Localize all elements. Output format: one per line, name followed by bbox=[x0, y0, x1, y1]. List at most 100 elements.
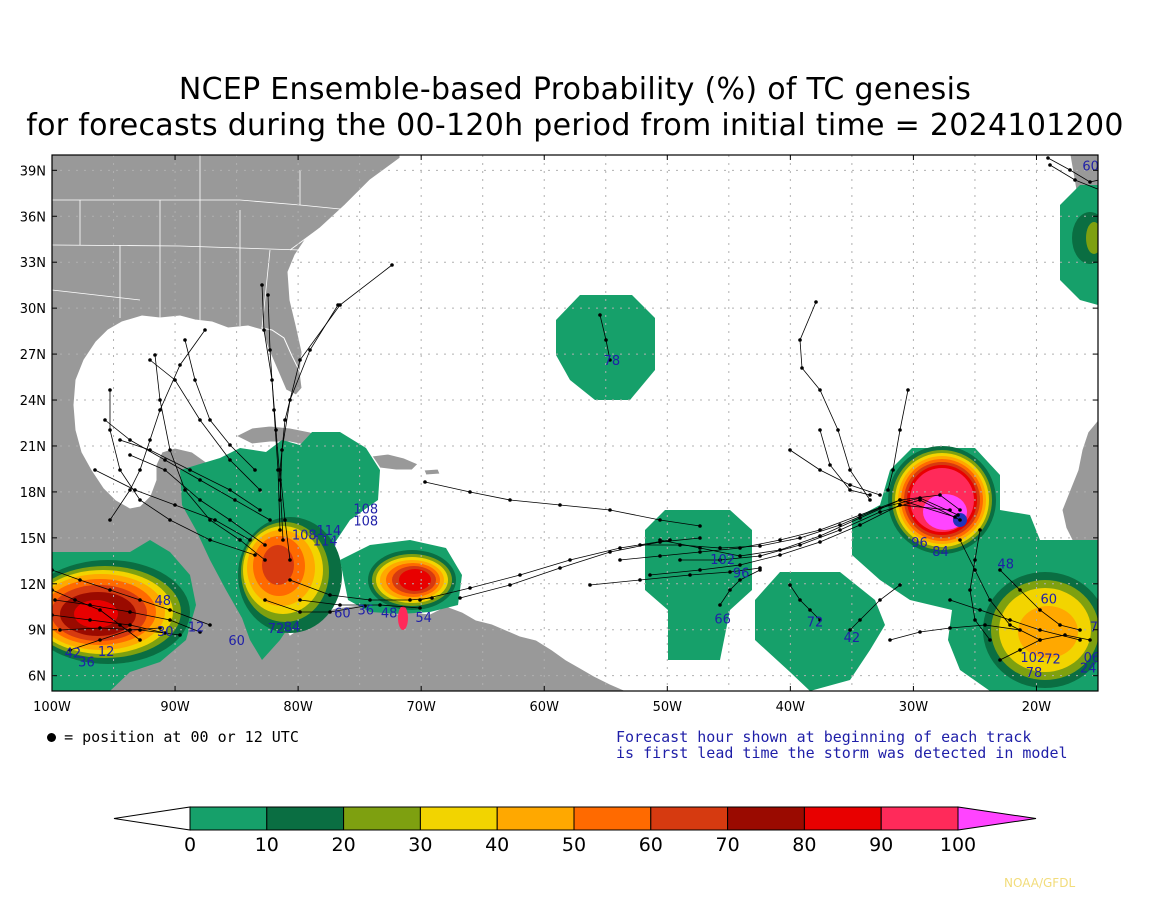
position-legend-text: = position at 00 or 12 UTC bbox=[64, 728, 299, 746]
track-hour-label: 12 bbox=[188, 620, 205, 635]
position-legend-note: = position at 00 or 12 UTC bbox=[46, 728, 299, 746]
track-position-dot bbox=[1018, 648, 1022, 652]
track-position-dot bbox=[328, 610, 332, 614]
track-position-dot bbox=[758, 554, 762, 558]
track-position-dot bbox=[368, 598, 372, 602]
track-position-dot bbox=[918, 498, 922, 502]
track-position-dot bbox=[956, 513, 960, 517]
lat-tick-label: 21N bbox=[20, 440, 46, 455]
track-position-dot bbox=[973, 568, 977, 572]
track-position-dot bbox=[108, 518, 112, 522]
track-position-dot bbox=[938, 493, 942, 497]
track-position-dot bbox=[208, 623, 212, 627]
lat-tick-label: 33N bbox=[20, 256, 46, 271]
track-position-dot bbox=[168, 608, 172, 612]
track-position-dot bbox=[988, 638, 992, 642]
track-position-dot bbox=[283, 518, 287, 522]
track-position-dot bbox=[268, 348, 272, 352]
track-position-dot bbox=[798, 338, 802, 342]
track-hour-label: 60 bbox=[334, 606, 351, 621]
track-position-dot bbox=[108, 588, 112, 592]
track-position-dot bbox=[518, 573, 522, 577]
track-position-dot bbox=[68, 648, 72, 652]
colorbar-tick-label: 40 bbox=[485, 834, 509, 856]
lat-tick-label: 24N bbox=[20, 394, 46, 409]
track-position-dot bbox=[818, 468, 822, 472]
track-position-dot bbox=[998, 568, 1002, 572]
track-position-dot bbox=[458, 596, 462, 600]
colorbar-tick-label: 20 bbox=[332, 834, 356, 856]
track-position-dot bbox=[698, 568, 702, 572]
track-position-dot bbox=[698, 546, 702, 550]
lat-tick-label: 36N bbox=[20, 210, 46, 225]
track-position-dot bbox=[678, 558, 682, 562]
track-hour-label: 108 bbox=[353, 502, 378, 517]
colorbar-tick-label: 100 bbox=[940, 834, 976, 856]
track-position-dot bbox=[638, 578, 642, 582]
lon-tick-label: 60W bbox=[530, 700, 560, 715]
lat-tick-label: 12N bbox=[20, 578, 46, 593]
colorbar-segment bbox=[880, 806, 959, 831]
track-position-dot bbox=[828, 463, 832, 467]
track-hour-label: 84 bbox=[932, 545, 949, 560]
track-position-dot bbox=[88, 618, 92, 622]
track-hour-label: 96 bbox=[733, 567, 750, 582]
track-hour-label: 114 bbox=[313, 535, 338, 550]
track-position-dot bbox=[108, 388, 112, 392]
track-position-dot bbox=[638, 543, 642, 547]
track-hour-label: 24 bbox=[1080, 662, 1097, 677]
lon-tick-label: 40W bbox=[776, 700, 806, 715]
track-position-dot bbox=[163, 458, 167, 462]
track-position-dot bbox=[288, 398, 292, 402]
track-position-dot bbox=[328, 593, 332, 597]
track-position-dot bbox=[193, 378, 197, 382]
track-position-dot bbox=[158, 626, 162, 630]
colorbar-tick-label: 70 bbox=[716, 834, 740, 856]
track-position-dot bbox=[868, 493, 872, 497]
track-position-dot bbox=[390, 263, 394, 267]
colorbar-tick-label: 60 bbox=[639, 834, 663, 856]
track-position-dot bbox=[858, 618, 862, 622]
track-position-dot bbox=[253, 468, 257, 472]
track-position-dot bbox=[73, 598, 77, 602]
colorbar-segment bbox=[189, 806, 268, 831]
track-hour-label: 78 bbox=[604, 354, 621, 369]
track-position-dot bbox=[698, 536, 702, 540]
forecast-hour-note-line-1: Forecast hour shown at beginning of each… bbox=[616, 728, 1032, 746]
track-position-dot bbox=[288, 578, 292, 582]
track-hour-label: 108 bbox=[292, 528, 317, 543]
track-position-dot bbox=[738, 563, 742, 567]
lon-tick-label: 50W bbox=[653, 700, 683, 715]
track-position-dot bbox=[158, 408, 162, 412]
track-position-dot bbox=[698, 524, 702, 528]
track-position-dot bbox=[788, 583, 792, 587]
track-position-dot bbox=[178, 363, 182, 367]
track-position-dot bbox=[1038, 638, 1042, 642]
track-position-dot bbox=[213, 518, 217, 522]
track-position-dot bbox=[1106, 176, 1110, 180]
track-position-dot bbox=[268, 518, 272, 522]
track-position-dot bbox=[728, 588, 732, 592]
track-position-dot bbox=[838, 528, 842, 532]
track-position-dot bbox=[278, 498, 282, 502]
track-position-dot bbox=[953, 515, 957, 519]
track-position-dot bbox=[208, 418, 212, 422]
track-position-dot bbox=[98, 626, 102, 630]
track-position-dot bbox=[468, 586, 472, 590]
track-position-dot bbox=[263, 543, 267, 547]
track-position-dot bbox=[266, 293, 270, 297]
track-position-dot bbox=[788, 448, 792, 452]
track-position-dot bbox=[418, 606, 422, 610]
track-position-dot bbox=[338, 603, 342, 607]
colorbar-segment bbox=[496, 806, 575, 831]
track-position-dot bbox=[998, 658, 1002, 662]
colorbar-left-arrow bbox=[113, 806, 191, 831]
track-position-dot bbox=[588, 583, 592, 587]
track-position-dot bbox=[53, 598, 57, 602]
track-position-dot bbox=[988, 598, 992, 602]
track-position-dot bbox=[958, 538, 962, 542]
track-hour-label: 96 bbox=[911, 536, 928, 551]
track-position-dot bbox=[818, 540, 822, 544]
track-position-dot bbox=[363, 604, 367, 608]
track-hour-label: 60 bbox=[1041, 593, 1058, 608]
